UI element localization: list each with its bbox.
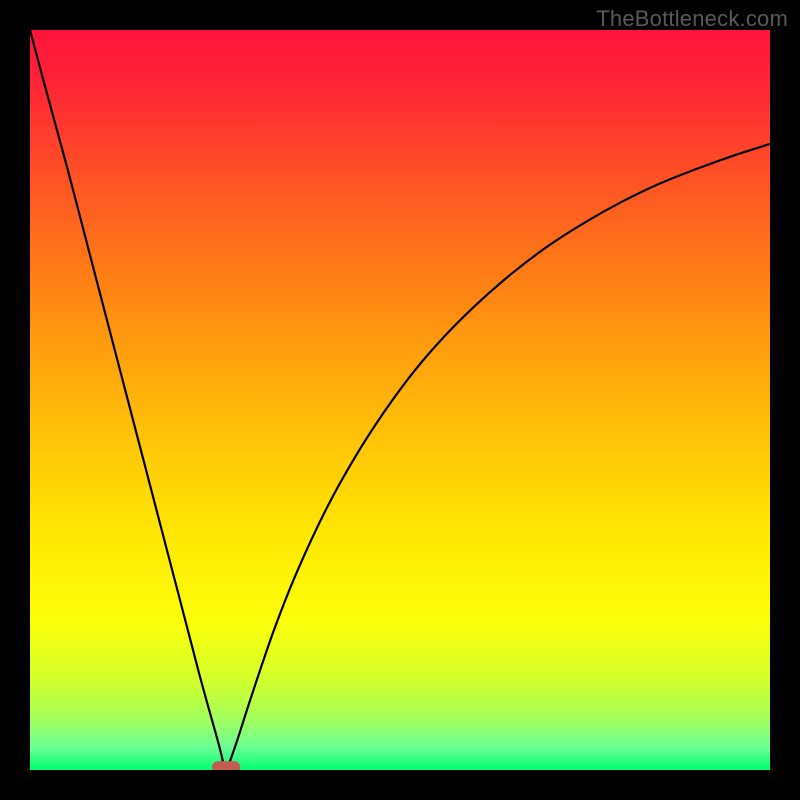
bottleneck-chart [0,0,800,800]
plot-background [30,30,770,770]
chart-container: { "watermark": "TheBottleneck.com", "cha… [0,0,800,800]
watermark-text: TheBottleneck.com [596,6,788,32]
minimum-marker [212,761,240,773]
